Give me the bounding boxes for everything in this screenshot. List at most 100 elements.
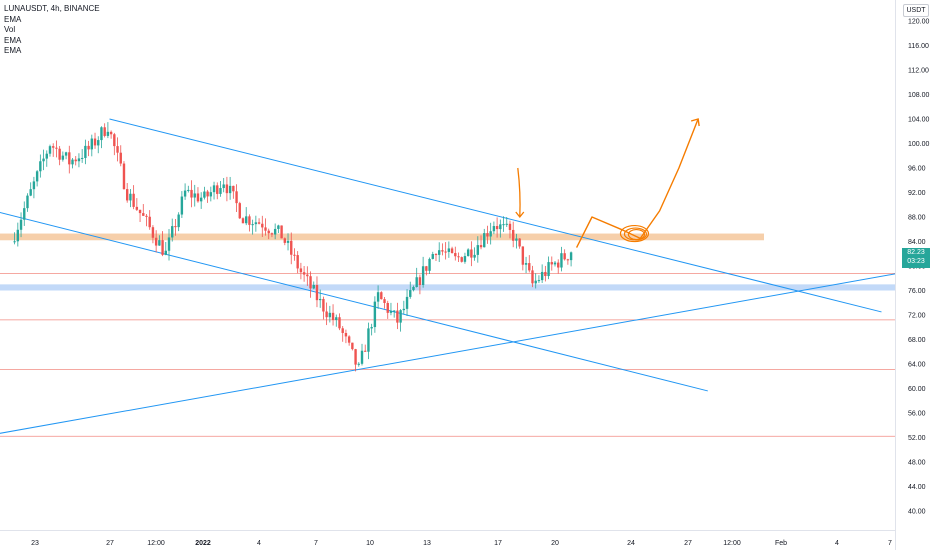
candle-body [177, 214, 180, 228]
candle-body [483, 233, 486, 248]
candle-body [93, 138, 97, 146]
legend-indicator-vol[interactable]: Vol [4, 25, 16, 34]
candle-body [26, 195, 29, 209]
candle-body [434, 254, 438, 256]
candle-body [122, 163, 126, 190]
candle-body [312, 284, 315, 289]
chart-area[interactable] [0, 0, 932, 530]
price-axis[interactable]: 120.00 116.00 112.00 108.00 104.00 100.00 96.0… [895, 0, 932, 550]
legend-indicator-ema-1[interactable]: EMA [4, 14, 22, 24]
candle-body [267, 230, 270, 234]
chart-canvas[interactable] [0, 0, 932, 530]
candle-body [232, 185, 235, 192]
candle-body [550, 262, 553, 265]
candle-body [454, 253, 457, 257]
candle-body [415, 277, 418, 288]
candle-body [341, 328, 344, 333]
candle-body [32, 181, 36, 190]
candle-body [492, 226, 496, 232]
candle-body [180, 196, 184, 215]
projection-arrow-head [690, 118, 700, 127]
candle-body [219, 188, 222, 194]
candle-body [135, 206, 139, 210]
candle-body [199, 197, 203, 202]
candle-body [241, 218, 245, 224]
candle-body [16, 229, 20, 242]
legend-indicator-ema-2[interactable]: EMA [4, 35, 22, 45]
candle-body [380, 292, 383, 300]
price-tick-label: 88.00 [908, 215, 926, 222]
candle-body [418, 277, 422, 285]
candle-body [402, 308, 406, 311]
candle-body [183, 190, 187, 197]
legend-indicator-ema-3[interactable]: EMA [4, 46, 22, 55]
candle-body [100, 127, 103, 141]
candle-body [518, 238, 521, 247]
candle-body [277, 225, 280, 229]
candle-body [444, 251, 447, 253]
candle-body [328, 312, 332, 318]
candle-body [264, 227, 267, 231]
candle-body [106, 131, 110, 136]
legend-symbol[interactable]: LUNAUSDT, 4h, BINANCE [4, 4, 100, 13]
candle-body [52, 146, 55, 148]
candle-body [486, 233, 489, 237]
candle-body [309, 276, 312, 289]
price-tick-label: 68.00 [908, 337, 926, 344]
candle-body [216, 185, 219, 194]
down-arrow-shaft [517, 167, 521, 218]
currency-label[interactable]: USDT [903, 4, 929, 17]
candle-body [87, 145, 90, 150]
candle-body [566, 259, 570, 261]
price-tick-label: 72.00 [908, 313, 926, 320]
candle-body [354, 349, 357, 365]
trendline-2 [0, 211, 708, 392]
trendline-3 [0, 266, 932, 434]
support-zone [0, 284, 895, 291]
candle-body [441, 250, 444, 252]
candle-body [148, 216, 151, 228]
down-arrow-head [515, 211, 525, 219]
candle-body [196, 193, 200, 202]
candle-body [254, 222, 258, 225]
resistance-zone [0, 233, 764, 241]
candle-body [505, 223, 508, 225]
candle-body [521, 246, 525, 265]
candle-body [97, 140, 100, 146]
candle-body [138, 209, 142, 214]
candle-body [409, 290, 412, 297]
price-tick-label: 76.00 [908, 288, 926, 295]
candle-body [450, 248, 454, 254]
candle-body [296, 255, 299, 269]
price-tick-label: 112.00 [908, 68, 929, 75]
candle-body [90, 138, 94, 150]
candle-body [248, 216, 251, 225]
candle-body [347, 336, 351, 343]
candle-body [109, 131, 113, 135]
candle-body [392, 310, 396, 312]
price-tick-label: 60.00 [908, 386, 926, 393]
candle-body [457, 256, 460, 258]
price-tick-label: 92.00 [908, 190, 926, 197]
chart-legend: LUNAUSDT, 4h, BINANCE EMA Vol EMA EMA [4, 4, 100, 57]
price-tick-label: 96.00 [908, 166, 926, 173]
candle-body [325, 311, 328, 318]
candle-body [569, 252, 573, 261]
candle-body [13, 241, 16, 243]
candle-body [495, 226, 499, 230]
candle-body [315, 284, 319, 301]
time-tick-label: 24 [627, 540, 635, 547]
trendline-1 [109, 118, 882, 313]
candle-body [344, 332, 348, 337]
candle-body [508, 223, 512, 230]
candle-body [245, 216, 248, 224]
candle-body [489, 231, 492, 237]
time-axis-labels: 23 27 12:00 2022 4 7 10 13 17 20 24 27 12:00 Feb 4 7 [31, 540, 892, 547]
time-axis[interactable]: 23 27 12:00 2022 4 7 10 13 17 20 24 27 12:00 Feb 4 7 [0, 530, 895, 551]
candle-body [553, 262, 557, 265]
candle-body [531, 270, 534, 284]
candle-body [479, 245, 483, 248]
candle-body [563, 253, 566, 260]
candle-body [19, 219, 23, 230]
candle-body [132, 193, 135, 207]
